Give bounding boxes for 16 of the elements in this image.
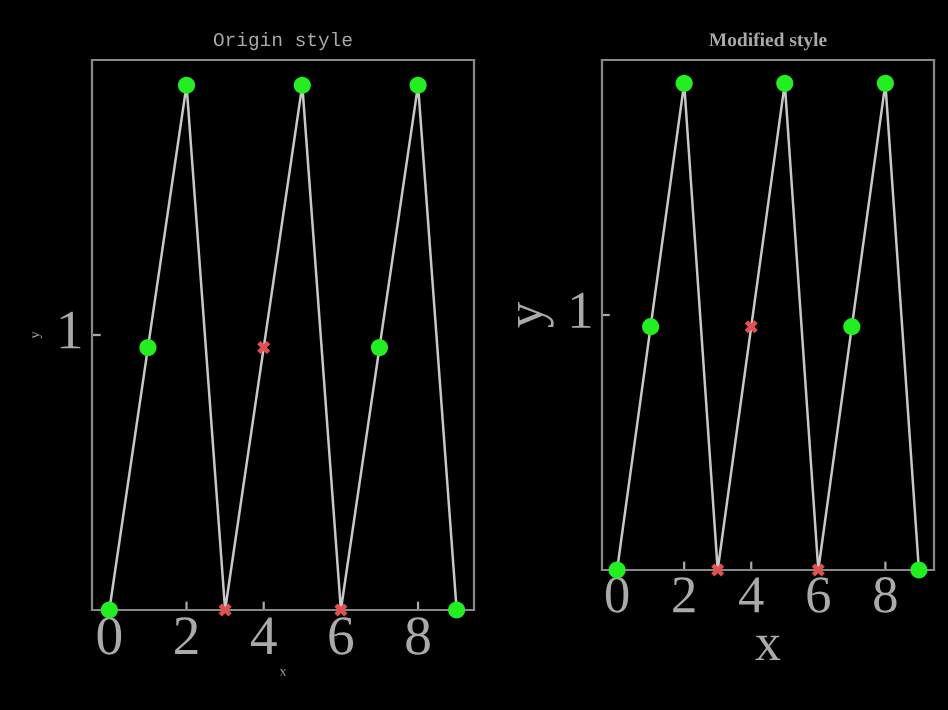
x-tick-label: 2 — [673, 577, 695, 613]
x-tick-label: 8 — [874, 577, 897, 613]
chart-title: Origin style — [213, 32, 352, 51]
x-axis-title: x — [755, 635, 781, 661]
x-tick-label: 6 — [807, 577, 830, 613]
x-tick-label: 4 — [739, 577, 764, 613]
text: 1 — [571, 292, 591, 328]
chart-title: Modified style — [709, 32, 827, 51]
x-tick-label: 4 — [250, 617, 277, 655]
x-tick-label: 2 — [175, 617, 198, 655]
text: 1 — [60, 311, 81, 349]
x-tick-label: 0 — [97, 617, 122, 655]
y-axis-title: y — [518, 302, 554, 328]
x-tick-label: 0 — [605, 577, 629, 613]
x-tick-label: 6 — [329, 617, 354, 655]
x-tick-label: 8 — [406, 617, 430, 655]
